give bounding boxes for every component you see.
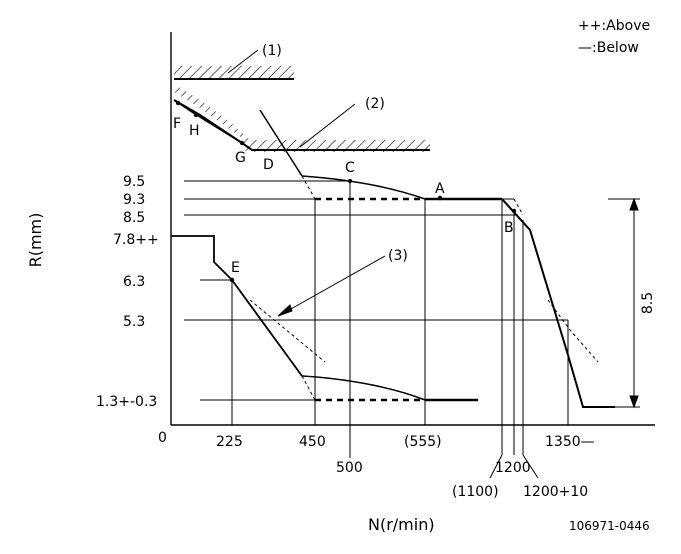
point-label-d: D — [263, 157, 274, 173]
full-load-curve — [173, 99, 615, 408]
point-label-b: B — [504, 220, 514, 236]
x-tick-label: (555) — [404, 434, 442, 450]
y-tick-label: 6.3 — [123, 274, 145, 290]
curve-points — [175, 100, 517, 283]
callout-2: (2) — [365, 96, 385, 112]
axes — [170, 32, 655, 426]
x-axis-title: N(r/min) — [368, 515, 435, 534]
x-tick-label: 1350— — [545, 434, 595, 450]
x-tick-label: 450 — [299, 434, 326, 450]
y-tick-label: 9.3 — [123, 192, 145, 208]
x-tick-label: 225 — [216, 434, 243, 450]
dimension-arrow — [629, 197, 639, 409]
x-tick-label: 500 — [336, 460, 363, 476]
point-label-a: A — [435, 181, 445, 197]
legend-above: ++:Above — [578, 18, 650, 34]
y-tick-label: 8.5 — [123, 210, 145, 226]
point-label-h: H — [189, 123, 200, 139]
y-tick-label: 5.3 — [123, 314, 145, 330]
x-tick-label: 1200 — [495, 460, 531, 476]
point-label-e: E — [231, 260, 240, 276]
drawing-reference: 106971-0446 — [569, 519, 650, 533]
stopper-2 — [173, 84, 430, 152]
y-tick-label: 7.8++ — [113, 232, 159, 248]
lower-curve — [171, 235, 478, 402]
x-tick-label: (1100) — [452, 484, 499, 500]
y-tick-label: 9.5 — [123, 174, 145, 190]
y-tick-label: 1.3+-0.3 — [96, 394, 157, 410]
dimension-label: 8.5 — [640, 292, 656, 314]
vertical-guides — [231, 181, 569, 479]
callout-3: (3) — [388, 248, 408, 264]
callout-3-leader — [277, 255, 386, 317]
legend-below: —:Below — [578, 40, 639, 56]
stopper-1 — [174, 49, 294, 80]
callout-1: (1) — [262, 43, 282, 59]
y-axis-title: R(mm) — [26, 213, 45, 268]
x-tick-label: 1200+10 — [523, 484, 588, 500]
point-label-g: G — [235, 150, 246, 166]
reference-lines — [184, 180, 640, 408]
point-label-f: F — [173, 116, 181, 132]
axis-origin: 0 — [158, 430, 167, 446]
point-label-c: C — [345, 160, 355, 176]
